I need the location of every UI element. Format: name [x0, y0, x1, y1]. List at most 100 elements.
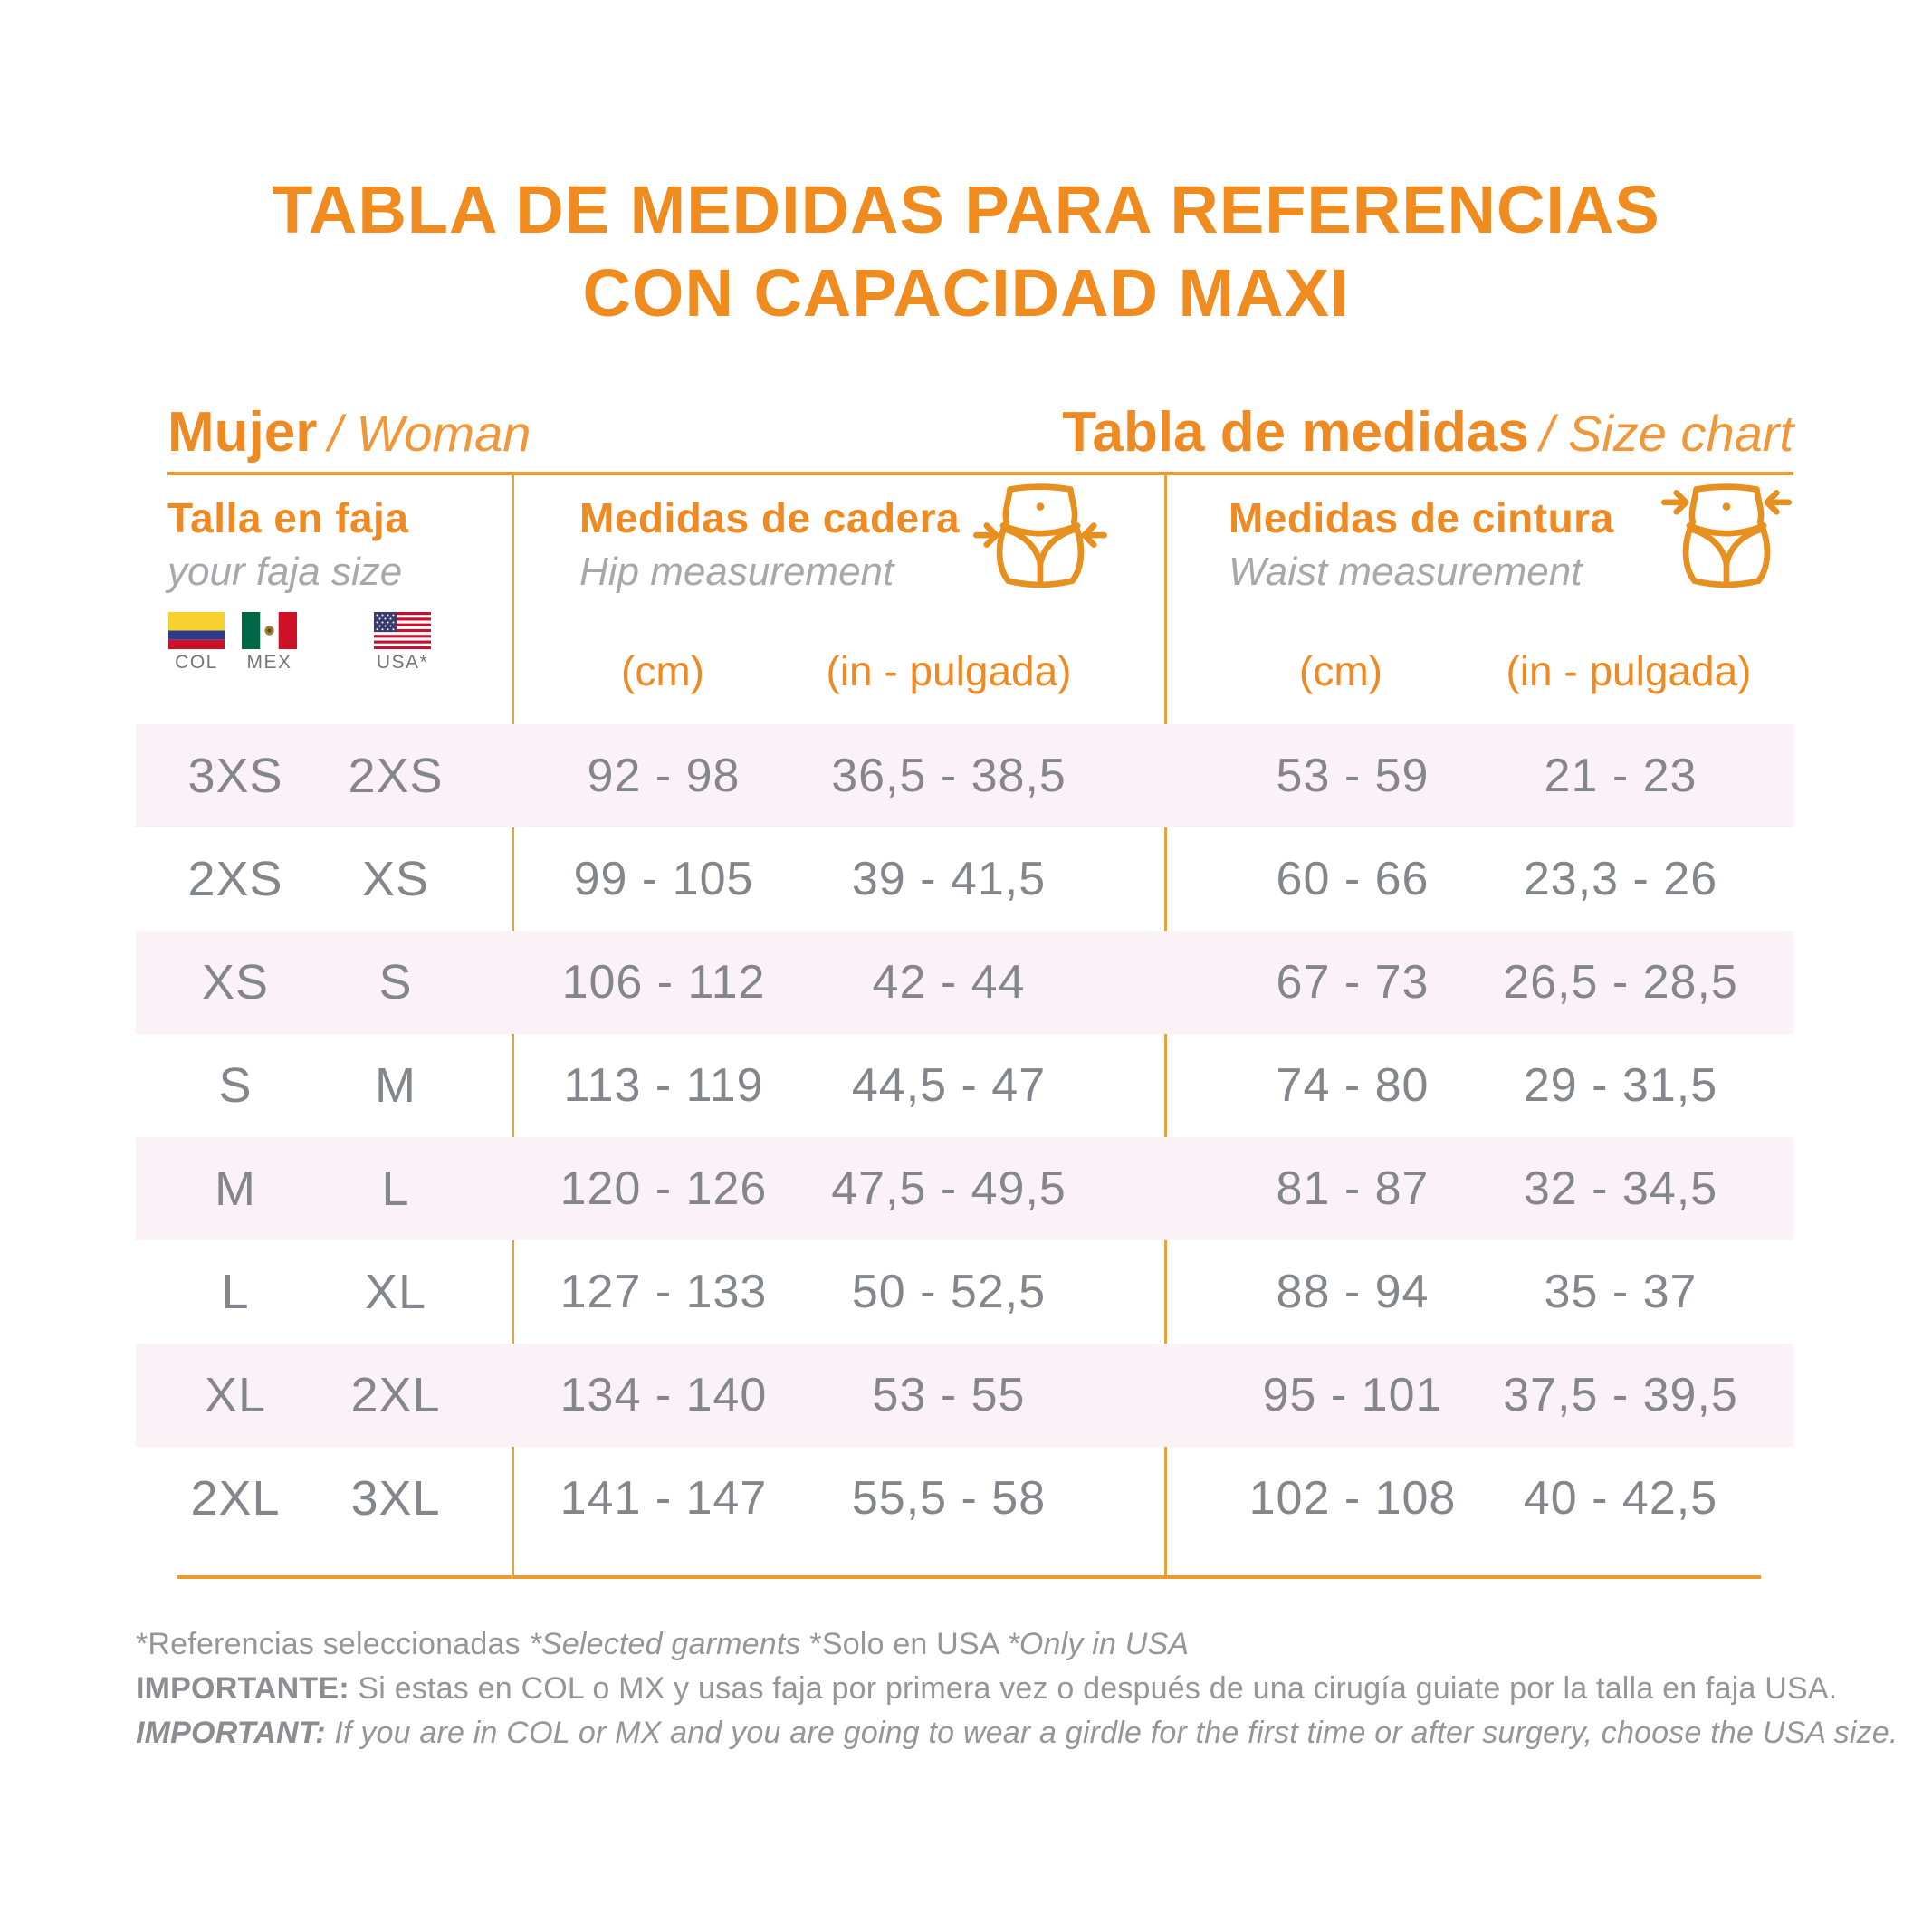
- waist-cm-cell: 102 - 108: [1248, 1472, 1457, 1525]
- size-usa-cell: XL: [364, 1265, 427, 1319]
- section-header-woman-en: / Woman: [328, 405, 531, 462]
- hip-unit-in: (in - pulgada): [826, 647, 1072, 694]
- footnote-seg-es-2: *Solo en USA: [809, 1627, 1008, 1661]
- waist-cm-cell: 60 - 66: [1276, 853, 1430, 905]
- hip-cm-cell: 92 - 98: [587, 750, 741, 802]
- waist-cm-cell: 95 - 101: [1262, 1369, 1443, 1421]
- flag-colombia: COL: [168, 612, 225, 674]
- footnote-seg-es-1: *Referencias seleccionadas: [136, 1627, 530, 1661]
- hip-in-cell: 44,5 - 47: [851, 1059, 1047, 1112]
- page-title: TABLA DE MEDIDAS PARA REFERENCIAS CON CA…: [0, 168, 1932, 335]
- table-bottom-rule: [177, 1575, 1761, 1579]
- hip-cm-cell: 134 - 140: [560, 1369, 768, 1421]
- size-usa-cell: XS: [361, 852, 430, 906]
- waist-in-cell: 26,5 - 28,5: [1503, 956, 1738, 1009]
- hip-cm-cell: 113 - 119: [563, 1059, 764, 1112]
- size-usa-cell: 2XL: [350, 1368, 441, 1422]
- waist-in-cell: 35 - 37: [1544, 1266, 1698, 1318]
- hip-in-cell: 47,5 - 49,5: [831, 1162, 1066, 1215]
- hip-in-cell: 36,5 - 38,5: [831, 750, 1066, 802]
- size-col-mex-cell: XS: [201, 955, 270, 1009]
- size-usa-cell: 2XS: [348, 749, 444, 803]
- size-col-mex-cell: 2XS: [187, 852, 283, 906]
- table-row: S M 113 - 119 44,5 - 47 74 - 80 29 - 31,…: [136, 1034, 1793, 1137]
- important-label-en: IMPORTANT:: [136, 1716, 326, 1750]
- section-header-woman-es: Mujer: [167, 401, 318, 464]
- table-row: XL 2XL 134 - 140 53 - 55 95 - 101 37,5 -…: [136, 1344, 1793, 1447]
- hip-cm-cell: 99 - 105: [573, 853, 754, 905]
- hip-in-cell: 50 - 52,5: [851, 1266, 1047, 1318]
- section-header-size-chart-es: Tabla de medidas: [1062, 401, 1529, 464]
- waist-cm-cell: 53 - 59: [1276, 750, 1430, 802]
- column-header-waist-title: Medidas de cintura: [1229, 494, 1614, 541]
- column-header-size-title: Talla en faja: [167, 494, 409, 541]
- table-row: 2XS XS 99 - 105 39 - 41,5 60 - 66 23,3 -…: [136, 827, 1793, 931]
- waist-cm-cell: 88 - 94: [1276, 1266, 1430, 1318]
- size-col-mex-cell: 3XS: [187, 749, 283, 803]
- size-col-mex-cell: M: [215, 1162, 256, 1216]
- important-label-es: IMPORTANTE:: [136, 1671, 349, 1706]
- waist-in-cell: 21 - 23: [1544, 750, 1698, 802]
- waist-cm-cell: 74 - 80: [1276, 1059, 1430, 1112]
- hip-measurement-icon: [973, 483, 1107, 588]
- flag-label-usa: USA*: [376, 652, 429, 673]
- table-row: M L 120 - 126 47,5 - 49,5 81 - 87 32 - 3…: [136, 1137, 1793, 1240]
- flag-mexico: MEX: [242, 612, 297, 674]
- footnote-important-en: IMPORTANT: If you are in COL or MX and y…: [136, 1716, 1899, 1751]
- hip-in-cell: 53 - 55: [872, 1369, 1026, 1421]
- waist-in-cell: 23,3 - 26: [1523, 853, 1718, 905]
- footnote-references: *Referencias seleccionadas *Selected gar…: [136, 1627, 1189, 1662]
- column-header-waist: Medidas de cintura Waist measurement: [1229, 493, 1614, 595]
- column-header-size-subtitle: your faja size: [167, 550, 403, 594]
- table-row: 2XL 3XL 141 - 147 55,5 - 58 102 - 108 40…: [136, 1447, 1793, 1550]
- table-row: L XL 127 - 133 50 - 52,5 88 - 94 35 - 37: [136, 1240, 1793, 1344]
- important-text-en: If you are in COL or MX and you are goin…: [325, 1716, 1899, 1750]
- mexico-flag-icon: [242, 612, 297, 649]
- hip-cm-cell: 127 - 133: [560, 1266, 768, 1318]
- flag-label-col: COL: [175, 652, 218, 673]
- waist-cm-cell: 67 - 73: [1276, 956, 1430, 1009]
- column-header-size: Talla en faja your faja size: [167, 493, 408, 595]
- usa-flag-icon: [374, 612, 431, 649]
- table-row: XS S 106 - 112 42 - 44 67 - 73 26,5 - 28…: [136, 931, 1793, 1034]
- waist-measurement-icon: [1660, 483, 1793, 588]
- size-col-mex-cell: 2XL: [190, 1471, 281, 1526]
- section-header-size-chart-en: / Size chart: [1539, 405, 1793, 462]
- size-col-mex-cell: L: [221, 1265, 250, 1319]
- column-header-hip-title: Medidas de cadera: [579, 494, 961, 541]
- column-header-hip-subtitle: Hip measurement: [579, 550, 894, 594]
- hip-cm-cell: 120 - 126: [560, 1162, 768, 1215]
- hip-in-cell: 55,5 - 58: [851, 1472, 1047, 1525]
- size-usa-cell: M: [375, 1058, 416, 1113]
- footnote-seg-en-1: *Selected garments: [529, 1627, 810, 1661]
- size-usa-cell: 3XL: [350, 1471, 441, 1526]
- hip-in-cell: 39 - 41,5: [851, 853, 1047, 905]
- flag-label-mex: MEX: [246, 652, 292, 673]
- column-header-waist-subtitle: Waist measurement: [1229, 550, 1583, 594]
- waist-in-cell: 29 - 31,5: [1523, 1059, 1718, 1112]
- hip-unit-cm: (cm): [621, 647, 704, 694]
- colombia-flag-icon: [168, 612, 225, 649]
- waist-unit-in: (in - pulgada): [1506, 647, 1752, 694]
- waist-unit-cm: (cm): [1299, 647, 1382, 694]
- size-col-mex-cell: S: [218, 1058, 253, 1113]
- table-top-rule: [167, 472, 1793, 475]
- size-usa-cell: L: [381, 1162, 410, 1216]
- page-title-line2: CON CAPACIDAD MAXI: [582, 255, 1350, 330]
- page-title-line1: TABLA DE MEDIDAS PARA REFERENCIAS: [272, 172, 1660, 247]
- section-header-woman: Mujer / Woman: [167, 400, 531, 464]
- hip-cm-cell: 106 - 112: [561, 956, 766, 1009]
- waist-cm-cell: 81 - 87: [1276, 1162, 1430, 1215]
- size-col-mex-cell: XL: [204, 1368, 267, 1422]
- hip-in-cell: 42 - 44: [872, 956, 1026, 1009]
- flag-usa: USA*: [374, 612, 431, 674]
- waist-in-cell: 40 - 42,5: [1523, 1472, 1718, 1525]
- size-usa-cell: S: [378, 955, 413, 1009]
- footnote-important-es: IMPORTANTE: Si estas en COL o MX y usas …: [136, 1671, 1837, 1707]
- important-text-es: Si estas en COL o MX y usas faja por pri…: [349, 1671, 1838, 1706]
- column-header-hip: Medidas de cadera Hip measurement: [579, 493, 960, 595]
- footnote-seg-en-2: *Only in USA: [1007, 1627, 1190, 1661]
- table-row: 3XS 2XS 92 - 98 36,5 - 38,5 53 - 59 21 -…: [136, 724, 1793, 827]
- section-header-size-chart: Tabla de medidas / Size chart: [1062, 400, 1793, 464]
